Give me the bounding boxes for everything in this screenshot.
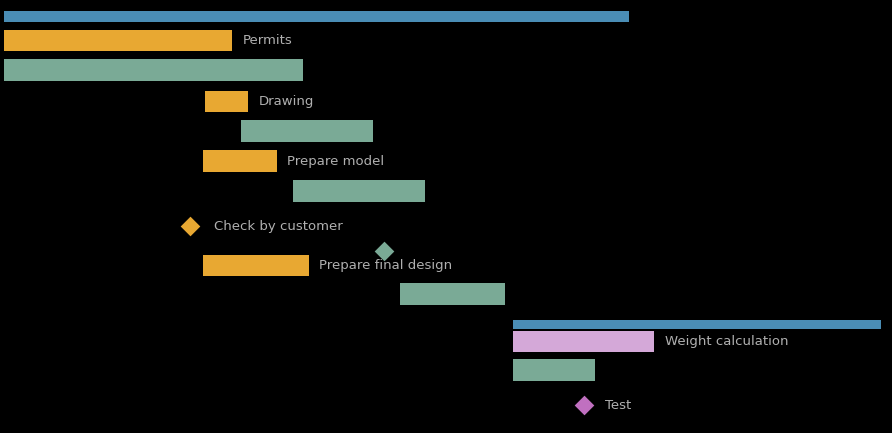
Point — [577, 402, 591, 409]
Bar — [205, 90, 248, 112]
Bar — [4, 11, 629, 22]
Bar — [293, 180, 425, 201]
Bar — [203, 150, 277, 172]
Bar — [4, 29, 232, 51]
Bar — [513, 331, 654, 352]
Text: Drawing: Drawing — [259, 95, 314, 108]
Bar — [241, 120, 373, 142]
Bar — [513, 359, 595, 381]
Bar — [203, 255, 309, 276]
Text: Prepare final design: Prepare final design — [319, 259, 452, 272]
Text: Weight calculation: Weight calculation — [665, 335, 788, 348]
Point — [376, 247, 391, 254]
Text: Prepare model: Prepare model — [287, 155, 384, 168]
Point — [183, 223, 197, 230]
Bar — [513, 320, 881, 329]
Bar — [4, 59, 303, 81]
Bar — [400, 284, 505, 305]
Text: Permits: Permits — [243, 34, 293, 47]
Text: Check by customer: Check by customer — [214, 220, 343, 233]
Text: Test: Test — [605, 399, 631, 412]
